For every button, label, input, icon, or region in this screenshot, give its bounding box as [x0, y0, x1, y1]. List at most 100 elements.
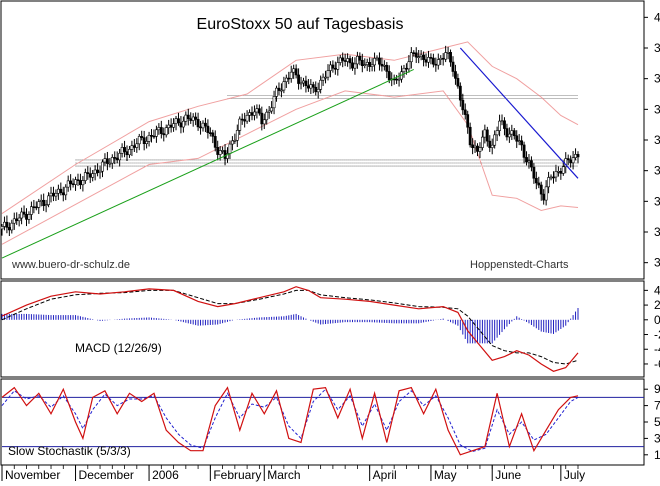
- candle-body: [495, 130, 499, 136]
- candle-body: [319, 79, 323, 90]
- price-tick-label: 3300: [654, 225, 660, 239]
- candle-body: [88, 173, 92, 178]
- candle-body: [66, 180, 70, 188]
- candle-body: [522, 144, 526, 158]
- candle-body: [454, 71, 457, 79]
- candle-body: [309, 84, 313, 89]
- candle-body: [255, 108, 259, 113]
- candle-body: [130, 145, 134, 150]
- candle-body: [412, 52, 416, 54]
- candle-body: [302, 80, 305, 84]
- candle-body: [22, 211, 26, 215]
- candle-body: [64, 186, 68, 196]
- watermark-left: www.buero-dr-schulz.de: [11, 259, 130, 271]
- candle-body: [199, 126, 202, 129]
- candle-body: [520, 140, 524, 146]
- candle-body: [101, 161, 104, 172]
- candle-body: [42, 199, 46, 207]
- candle-body: [265, 111, 269, 121]
- candle-body: [235, 130, 239, 141]
- price-tick-label: 4000: [654, 10, 660, 24]
- candle-body: [343, 60, 347, 62]
- price-tick-label: 3800: [654, 72, 660, 86]
- candle-body: [311, 84, 315, 88]
- candle-body: [115, 157, 119, 161]
- candle-body: [118, 152, 122, 161]
- candle-body: [419, 54, 423, 58]
- candle-body: [458, 85, 462, 101]
- price-tick-label: 3600: [654, 133, 660, 147]
- candle-body: [336, 62, 340, 70]
- candle-body: [120, 147, 124, 154]
- candle-body: [373, 58, 376, 66]
- candle-body: [96, 169, 99, 174]
- macd-line: [1, 286, 579, 372]
- candle-body: [137, 136, 141, 145]
- candle-body: [208, 132, 212, 134]
- candle-body: [351, 62, 354, 69]
- candle-body: [407, 61, 411, 70]
- candle-body: [356, 56, 359, 65]
- candle-body: [329, 64, 332, 71]
- candle-body: [427, 57, 430, 63]
- candle-body: [294, 68, 298, 76]
- x-tick-label: 2006: [152, 468, 179, 482]
- macd-layer: [1, 286, 579, 372]
- candle-body: [385, 64, 389, 72]
- candle-body: [186, 114, 190, 120]
- macd-signal-line: [1, 289, 579, 365]
- candle-body: [576, 154, 580, 158]
- candle-body: [267, 110, 271, 113]
- candle-body: [211, 132, 215, 137]
- candle-body: [554, 171, 558, 178]
- macd-tick-label: -60: [654, 357, 660, 371]
- candle-body: [231, 140, 234, 145]
- candle-body: [184, 114, 188, 122]
- candle-body: [292, 68, 296, 73]
- candle-body: [0, 226, 4, 230]
- stoch-tick-label: 30: [654, 431, 660, 445]
- candle-body: [333, 67, 337, 70]
- candle-body: [378, 57, 381, 65]
- candle-body: [517, 140, 521, 143]
- candle-body: [446, 52, 450, 54]
- candle-body: [213, 136, 217, 148]
- candle-body: [12, 218, 16, 224]
- candle-body: [20, 211, 24, 219]
- candle-body: [181, 120, 185, 128]
- candle-body: [110, 157, 114, 164]
- candle-body: [574, 154, 577, 158]
- price-layer: [0, 41, 580, 259]
- candle-body: [189, 118, 193, 121]
- candle-body: [128, 149, 131, 156]
- candle-body: [358, 56, 362, 61]
- candle-body: [498, 120, 501, 131]
- stoch-tick-label: 50: [654, 415, 660, 429]
- candle-body: [556, 170, 560, 173]
- candle-body: [488, 140, 492, 148]
- candle-body: [164, 127, 168, 136]
- candle-body: [402, 67, 406, 73]
- stoch-layer: [1, 386, 644, 456]
- price-tick-label: 3900: [654, 41, 660, 55]
- candle-body: [162, 133, 166, 136]
- candle-body: [289, 71, 293, 79]
- candle-body: [125, 151, 129, 156]
- candle-body: [59, 188, 63, 194]
- candle-body: [326, 70, 330, 78]
- candle-body: [316, 89, 320, 93]
- macd-tick-label: 0: [654, 313, 660, 327]
- candle-body: [473, 145, 477, 149]
- candle-body: [243, 119, 247, 122]
- candle-body: [481, 136, 484, 148]
- candle-body: [566, 158, 570, 161]
- candle-body: [201, 122, 205, 129]
- candle-body: [561, 166, 565, 174]
- candle-body: [346, 58, 350, 62]
- candle-body: [93, 169, 97, 174]
- candle-body: [417, 56, 421, 59]
- candle-body: [194, 116, 198, 120]
- price-tick-label: 3200: [654, 256, 660, 270]
- candle-body: [174, 118, 178, 124]
